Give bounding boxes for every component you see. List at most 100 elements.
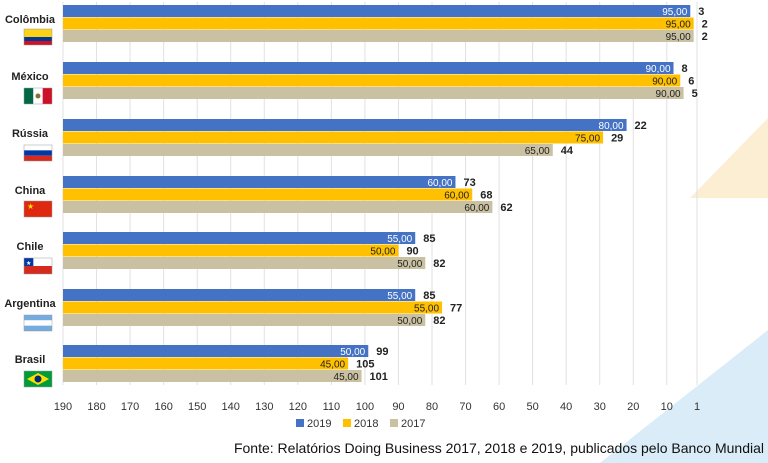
rank-label: 85 xyxy=(423,290,435,302)
score-label: 90,00 xyxy=(656,89,681,100)
category-label: Rússia xyxy=(12,128,49,140)
rank-label: 6 xyxy=(688,76,694,88)
bar-2019 xyxy=(63,289,416,301)
x-tick-label: 20 xyxy=(627,401,639,413)
score-label: 55,00 xyxy=(387,291,412,302)
flag-mexico-icon xyxy=(23,87,53,105)
rank-label: 2 xyxy=(702,31,708,43)
score-label: 90,00 xyxy=(645,64,670,75)
score-label: 60,00 xyxy=(464,203,489,214)
flag-brazil-icon xyxy=(23,370,53,388)
score-label: 50,00 xyxy=(370,247,395,258)
category-label: Brasil xyxy=(15,354,46,366)
legend-label: 2019 xyxy=(307,418,331,430)
category-label: Colômbia xyxy=(5,14,56,26)
x-tick-label: 140 xyxy=(222,401,240,413)
score-label: 80,00 xyxy=(599,121,624,132)
flag-china-icon: ★ xyxy=(23,200,53,218)
x-tick-label: 1 xyxy=(694,401,700,413)
x-tick-label: 100 xyxy=(356,401,374,413)
background-decoration-top xyxy=(690,118,768,198)
bar-2017 xyxy=(63,30,694,42)
x-tick-label: 30 xyxy=(594,401,606,413)
x-tick-label: 120 xyxy=(289,401,307,413)
score-label: 95,00 xyxy=(666,20,691,31)
rank-label: 8 xyxy=(682,63,688,75)
score-label: 50,00 xyxy=(397,316,422,327)
svg-text:★: ★ xyxy=(27,202,34,211)
background-decoration-bottom xyxy=(600,330,768,463)
score-label: 50,00 xyxy=(340,347,365,358)
x-tick-label: 90 xyxy=(392,401,404,413)
score-label: 95,00 xyxy=(662,7,687,18)
legend-label: 2017 xyxy=(401,418,425,430)
x-tick-label: 70 xyxy=(459,401,471,413)
rank-label: 85 xyxy=(423,233,435,245)
bar-2017 xyxy=(63,314,426,326)
category-label: Chile xyxy=(17,241,44,253)
rank-label: 105 xyxy=(356,359,374,371)
rank-label: 62 xyxy=(500,202,512,214)
x-tick-label: 190 xyxy=(54,401,72,413)
score-label: 60,00 xyxy=(444,191,469,202)
rank-label: 82 xyxy=(433,258,445,270)
score-label: 55,00 xyxy=(387,234,412,245)
x-tick-label: 110 xyxy=(323,401,341,413)
x-tick-label: 150 xyxy=(188,401,206,413)
bar-2018 xyxy=(63,131,604,144)
bar-2017 xyxy=(63,257,426,269)
legend-swatch xyxy=(390,419,398,427)
rank-label: 77 xyxy=(450,303,462,315)
bar-2019 xyxy=(63,345,369,357)
x-tick-label: 10 xyxy=(661,401,673,413)
legend-swatch xyxy=(343,419,351,427)
bar-2019 xyxy=(63,62,674,74)
flag-chile-icon: ★ xyxy=(23,257,53,275)
rank-label: 82 xyxy=(433,315,445,327)
rank-label: 44 xyxy=(561,145,574,157)
score-label: 45,00 xyxy=(320,360,345,371)
score-label: 55,00 xyxy=(414,304,439,315)
flag-argentina-icon xyxy=(23,314,53,332)
flag-russia-icon xyxy=(23,144,53,162)
bar-2018 xyxy=(63,357,349,370)
score-label: 95,00 xyxy=(666,32,691,43)
score-label: 50,00 xyxy=(397,259,422,270)
bar-2017 xyxy=(63,144,553,156)
rank-label: 5 xyxy=(692,88,698,100)
rank-label: 101 xyxy=(370,371,388,383)
bar-2018 xyxy=(63,244,399,257)
rank-label: 99 xyxy=(376,346,388,358)
bar-2018 xyxy=(63,74,681,87)
x-tick-label: 60 xyxy=(493,401,505,413)
bar-2019 xyxy=(63,5,691,17)
score-label: 65,00 xyxy=(525,146,550,157)
bar-2019 xyxy=(63,176,456,188)
rank-label: 90 xyxy=(406,246,418,258)
bar-2018 xyxy=(63,17,694,30)
score-label: 90,00 xyxy=(652,77,677,88)
category-label: Argentina xyxy=(4,298,56,310)
bar-2017 xyxy=(63,87,684,99)
category-label: China xyxy=(15,185,46,197)
x-tick-label: 50 xyxy=(527,401,539,413)
x-tick-label: 80 xyxy=(426,401,438,413)
legend-swatch xyxy=(296,419,304,427)
x-tick-label: 160 xyxy=(154,401,172,413)
bar-2019 xyxy=(63,119,627,131)
rank-label: 22 xyxy=(635,120,647,132)
bar-2017 xyxy=(63,201,493,213)
rank-label: 29 xyxy=(611,133,623,145)
rank-label: 3 xyxy=(698,6,704,18)
rank-label: 68 xyxy=(480,190,492,202)
category-label: México xyxy=(11,71,49,83)
score-label: 60,00 xyxy=(427,178,452,189)
flag-colombia-icon xyxy=(23,28,53,46)
score-label: 75,00 xyxy=(575,134,600,145)
bar-2019 xyxy=(63,232,416,244)
source-caption: Fonte: Relatórios Doing Business 2017, 2… xyxy=(233,440,764,456)
rank-label: 73 xyxy=(463,177,475,189)
svg-text:★: ★ xyxy=(26,260,31,267)
bar-2018 xyxy=(63,301,443,314)
